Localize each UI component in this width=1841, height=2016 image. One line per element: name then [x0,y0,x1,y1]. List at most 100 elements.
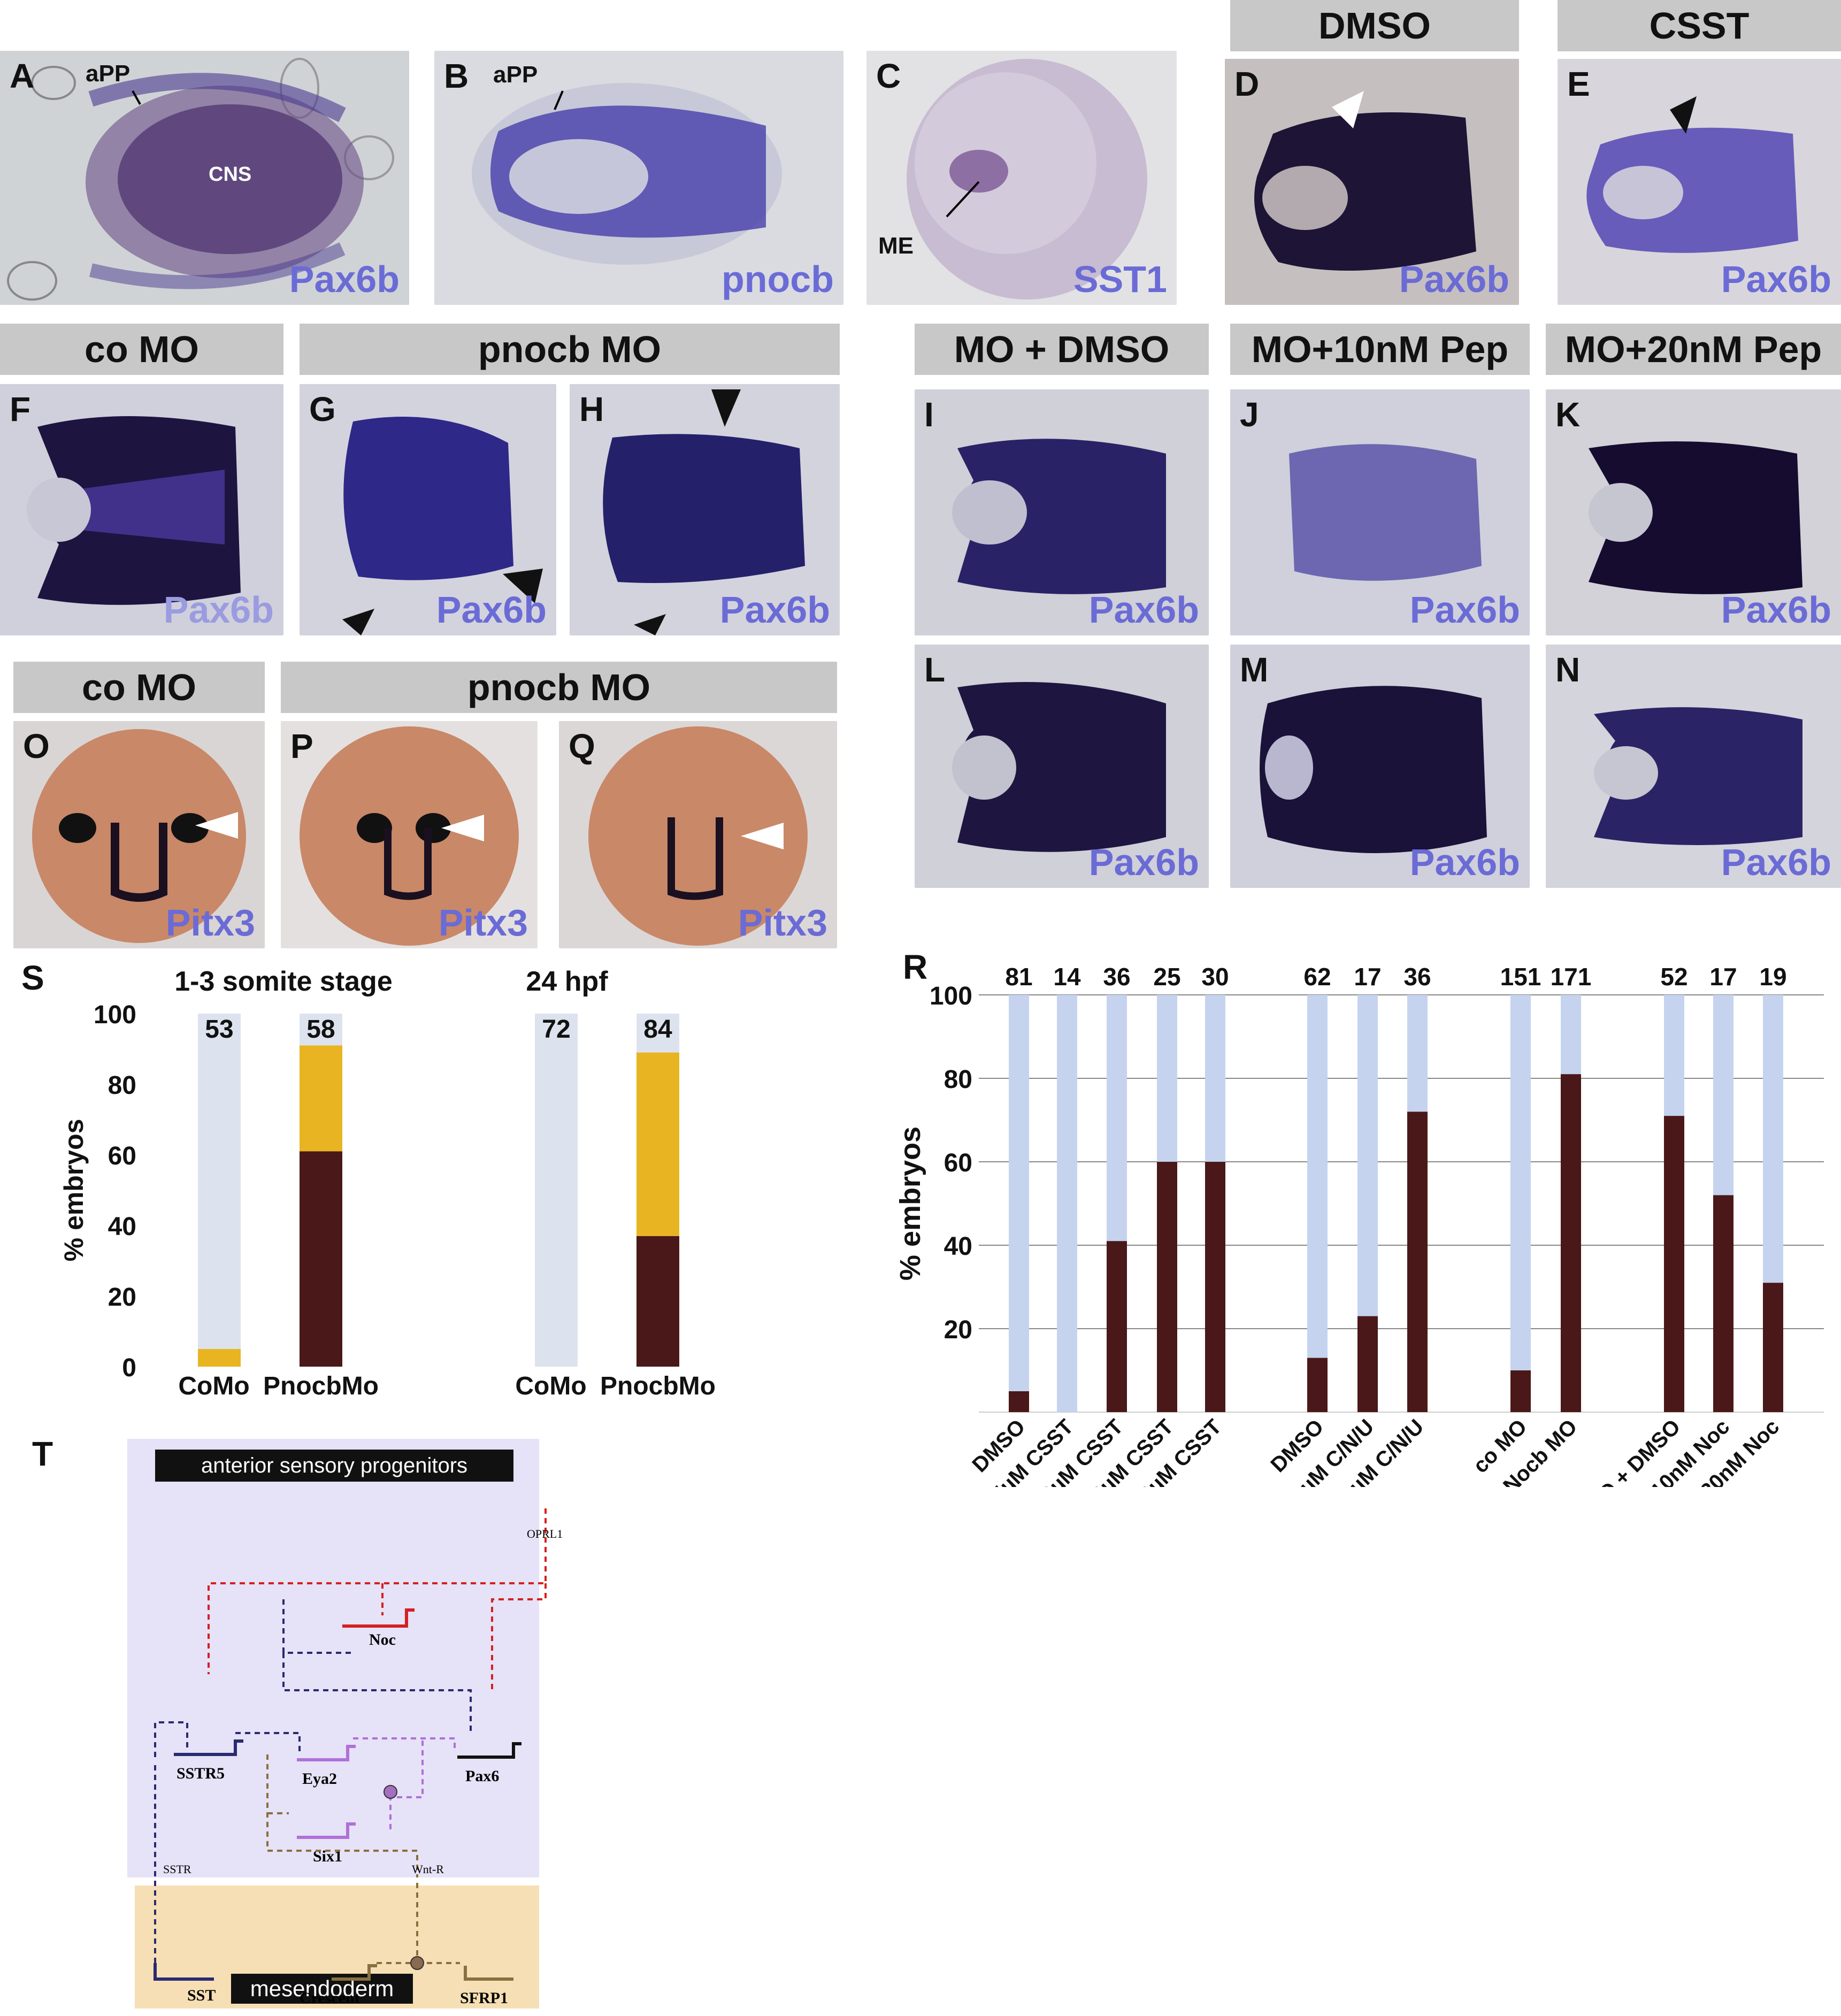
gene-noc: Noc [369,1631,396,1649]
chart-S-bar-strong [300,1151,342,1367]
chart-R-bar-normal [1664,995,1684,1116]
chart-S-ytick: 20 [108,1283,136,1312]
node-complex [383,1785,397,1799]
panel-L-letter: L [924,650,946,689]
chart-R-bar-affected [1407,1112,1428,1412]
chart-R-ytick: 100 [930,982,972,1010]
panel-E-gene: Pax6b [1721,258,1831,300]
panel-N: N Pax6b [1546,645,1841,888]
edge-sstr5-eya2 [235,1732,301,1754]
gene-sfrp1: SFRP1 [460,1989,508,2007]
chart-S-n-label: 84 [643,1015,672,1044]
gene-pax6-line [457,1742,521,1759]
panel-K-letter: K [1555,395,1581,434]
panel-J-letter: J [1240,395,1259,434]
panel-B-letter: B [444,57,469,95]
gene-wntr: Wnt-R [412,1862,444,1876]
chart-S-category: PnocbMo [263,1372,379,1400]
chart-S-bar-mild [300,1045,342,1152]
panel-L-gene: Pax6b [1088,841,1199,883]
chart-R-bar-normal [1057,995,1077,1412]
panel-F-letter: F [10,390,31,428]
banner-mo-20nm: MO+20nM Pep [1546,324,1841,375]
chart-R-bar-affected [1763,1283,1783,1412]
panel-B-aPP-label: aPP [493,62,538,88]
panel-O-gene: Pitx3 [165,902,255,944]
gene-crescent: Crescent [300,1989,360,2007]
chart-R-bar-normal [1713,995,1733,1195]
panel-H-image [570,384,840,635]
panel-C-image [866,51,1177,305]
banner-mo-10nm: MO+10nM Pep [1230,324,1530,375]
panel-Q-gene: Pitx3 [738,902,827,944]
edge-sstr-sstr5 [154,1721,188,1757]
chart-S-category: CoMo [515,1372,586,1400]
chart-R-bar-normal [1009,995,1029,1391]
panel-D: D Pax6b [1225,59,1519,305]
banner-mo-dmso: MO + DMSO [915,324,1209,375]
panel-K-gene: Pax6b [1721,589,1831,631]
panel-C-gene: SST1 [1073,258,1167,300]
panel-E-letter: E [1567,65,1590,103]
panel-P-image [281,721,538,948]
edge-six1-complex [389,1738,424,1829]
gene-sstr5: SSTR5 [177,1765,225,1782]
panel-A-gene: Pax6b [289,258,400,300]
panel-D-gene: Pax6b [1399,258,1509,300]
panel-O: O Pitx3 [13,721,265,948]
panel-M: M Pax6b [1230,645,1530,888]
banner-dmso: DMSO [1230,0,1519,51]
edge-wntr-eya2 [266,1754,418,1877]
panel-Q-letter: Q [569,727,595,765]
chart-R-n-label: 19 [1759,963,1786,991]
panel-J: J Pax6b [1230,389,1530,635]
gene-sfrp1-line [464,1966,513,1981]
chart-R-n-label: 81 [1005,963,1032,991]
gene-crescent-line [332,1964,377,1981]
chart-R-bar-affected [1664,1116,1684,1412]
chart-R-bar-affected [1561,1074,1581,1412]
panel-J-gene: Pax6b [1409,589,1520,631]
chart-S-ytick: 40 [108,1213,136,1241]
panel-K-image [1546,389,1841,635]
panel-I: I Pax6b [915,389,1209,635]
chart-S-ylabel: % embryos [59,1119,89,1262]
gene-oprl1: OPRL1 [527,1527,563,1540]
panel-M-image [1230,645,1530,888]
chart-S-n-label: 72 [542,1015,570,1044]
chart-R-bar-normal [1307,995,1328,1358]
panel-I-gene: Pax6b [1088,589,1199,631]
chart-S-n-label: 53 [205,1015,233,1044]
panel-H: H Pax6b [570,384,840,635]
chart-S-bar-mild [198,1349,241,1367]
edge-noc-pax6 [282,1653,472,1733]
panel-K: K Pax6b [1546,389,1841,635]
chart-S-letter: S [21,959,44,997]
chart-R-bar-affected [1510,1370,1531,1412]
region-anterior-sensory [127,1439,539,1877]
chart-R-bar-normal [1407,995,1428,1112]
chart-S: S % embryos 0 20 40 60 80 100 53 CoMo 58 PnocbMo 72 C… [21,959,716,1400]
panel-H-gene: Pax6b [719,589,830,631]
panel-A-image [0,51,409,305]
chart-S-bar-normal [300,1014,342,1046]
panel-G: G Pax6b [300,384,556,635]
chart-R-bar-affected [1107,1241,1127,1412]
chart-S-ytick: 80 [108,1071,136,1100]
panel-L-image [915,645,1209,888]
chart-S-ytick: 100 [94,1001,136,1029]
panel-Q: Q Pitx3 [559,721,837,948]
panel-N-letter: N [1555,650,1581,689]
gene-sstr5-line [174,1739,243,1756]
chart-R-ytick: 40 [944,1232,972,1261]
panel-P-letter: P [290,727,313,765]
chart-R-bar-normal [1107,995,1127,1241]
panel-J-image [1230,389,1530,635]
panel-E: E Pax6b [1558,59,1841,305]
panel-I-letter: I [924,395,934,434]
chart-R-bar-normal [1510,995,1531,1370]
label-box-mesendoderm [231,1974,413,2004]
panel-F: F Pax6b [0,384,283,635]
chart-R-n-label: 36 [1103,963,1130,991]
panel-D-image [1225,59,1519,305]
